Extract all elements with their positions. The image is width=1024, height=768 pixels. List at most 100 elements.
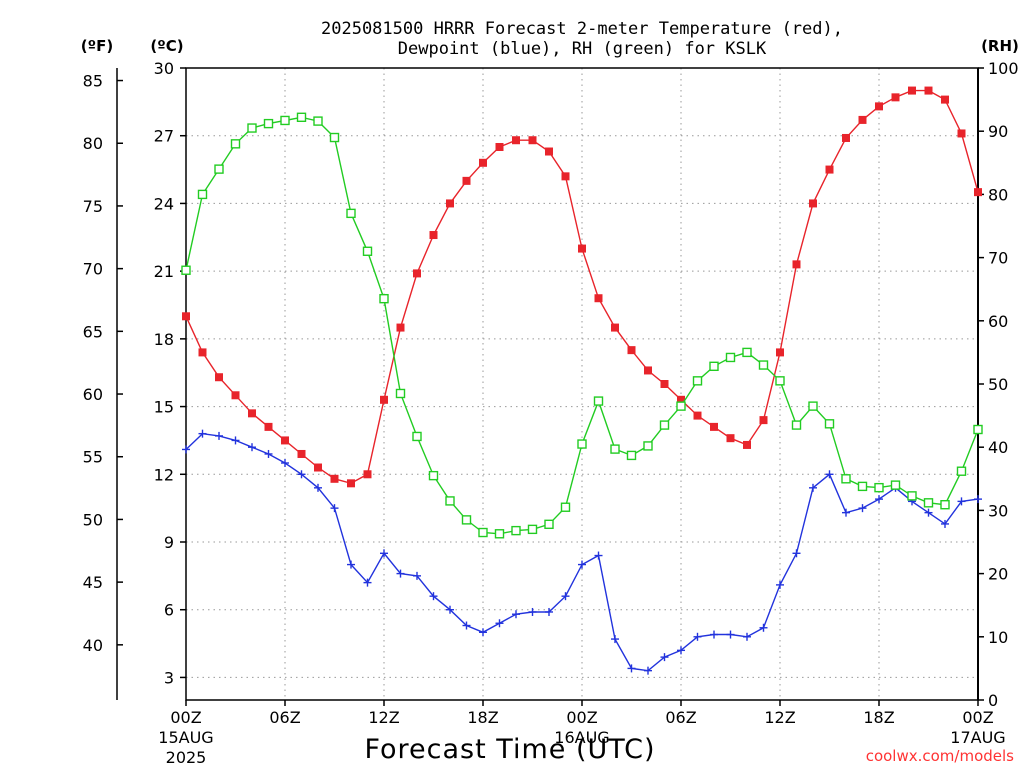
x-tick-label: 06Z xyxy=(269,708,300,727)
temperature-point xyxy=(231,391,240,400)
dewpoint-point xyxy=(743,632,751,641)
temperature-point xyxy=(792,260,801,269)
celsius-tick-label: 27 xyxy=(154,127,174,146)
fahrenheit-tick-label: 70 xyxy=(83,260,103,279)
temperature-point xyxy=(908,86,916,95)
dewpoint-point xyxy=(561,592,570,601)
rh-point xyxy=(758,360,769,370)
rh-point xyxy=(461,515,472,525)
dewpoint-point xyxy=(941,519,949,528)
rh-point xyxy=(940,500,950,510)
rh-point xyxy=(907,491,917,501)
x-tick-label: 12Z xyxy=(764,708,795,727)
celsius-tick-label: 9 xyxy=(164,533,174,552)
x-tick-year-label: 2025 xyxy=(166,748,207,767)
temperature-point xyxy=(495,143,504,151)
dewpoint-point xyxy=(248,443,256,452)
rh-point xyxy=(775,376,785,386)
rh-point xyxy=(824,419,835,429)
dewpoint-point xyxy=(182,445,190,454)
temperature-point xyxy=(182,312,190,321)
rh-point xyxy=(478,527,488,538)
temperature-point xyxy=(611,323,619,332)
dewpoint-point xyxy=(413,571,421,580)
temperature-point xyxy=(891,93,900,102)
rh-point xyxy=(313,116,323,126)
dewpoint-point xyxy=(528,607,537,616)
rh-point xyxy=(263,118,274,129)
temperature-point xyxy=(726,434,735,443)
dewpoint-point xyxy=(380,549,388,558)
dewpoint-point xyxy=(693,632,702,641)
temperature-point xyxy=(957,129,966,138)
rh-point xyxy=(181,265,191,275)
dewpoint-point xyxy=(215,431,223,440)
rh-point xyxy=(643,441,653,451)
dewpoint-point xyxy=(825,470,834,479)
temperature-point xyxy=(660,380,669,388)
temperature-point xyxy=(875,102,883,111)
rh-tick-label: 70 xyxy=(988,249,1008,268)
dewpoint-point xyxy=(924,508,933,517)
dewpoint-point xyxy=(314,483,322,492)
fahrenheit-tick-label: 65 xyxy=(83,322,103,341)
rh-tick-label: 0 xyxy=(988,691,998,710)
dewpoint-point xyxy=(644,666,652,675)
temperature-point xyxy=(281,436,289,445)
dewpoint-point xyxy=(842,508,850,517)
dewpoint-point xyxy=(231,436,240,445)
temperature-point xyxy=(809,199,817,208)
rh-point xyxy=(230,139,241,149)
rh-point xyxy=(874,482,884,493)
celsius-tick-label: 12 xyxy=(154,465,174,484)
temperature-point xyxy=(776,348,784,357)
rh-point xyxy=(560,502,571,512)
rh-point xyxy=(197,189,208,200)
temperature-point xyxy=(924,86,933,95)
x-tick-date-label: 17AUG xyxy=(950,728,1005,747)
rh-point xyxy=(841,474,851,484)
fahrenheit-tick-label: 85 xyxy=(83,72,103,91)
temperature-point xyxy=(825,165,834,174)
rh-point xyxy=(280,115,290,126)
temperature-point xyxy=(380,395,388,404)
axis-ticks: 3 6 9 12 15 18 21 24 27 30 40 45 50 55 60 65 70 75 80 85 0 10… xyxy=(83,59,1019,767)
dewpoint-point xyxy=(446,605,454,614)
rh-point xyxy=(692,376,703,386)
data-series xyxy=(181,86,983,675)
temperature-point xyxy=(545,147,553,156)
temperature-point xyxy=(429,231,438,240)
dewpoint-point xyxy=(479,628,487,637)
rh-unit-label: (RH) xyxy=(981,37,1019,55)
temperature-point xyxy=(578,244,586,253)
celsius-unit-label: (ºC) xyxy=(150,37,183,55)
rh-point xyxy=(329,132,340,143)
dewpoint-point xyxy=(660,653,669,662)
temperature-point xyxy=(314,463,322,472)
dewpoint-point xyxy=(264,449,273,458)
rh-point xyxy=(544,519,554,530)
celsius-tick-label: 6 xyxy=(164,601,174,620)
temperature-point xyxy=(644,366,652,375)
celsius-tick-label: 21 xyxy=(154,262,174,281)
rh-tick-label: 100 xyxy=(988,59,1019,78)
rh-point xyxy=(247,123,257,133)
rh-point xyxy=(626,450,637,461)
dewpoint-point xyxy=(726,630,735,639)
dewpoint-point xyxy=(297,470,306,479)
temperature-point xyxy=(974,188,982,197)
temperature-point xyxy=(297,449,306,458)
dewpoint-point xyxy=(347,560,355,569)
temperature-point xyxy=(693,411,702,420)
fahrenheit-unit-label: (ºF) xyxy=(81,37,113,55)
rh-point xyxy=(379,293,389,304)
dewpoint-point xyxy=(809,483,817,492)
rh-point xyxy=(742,347,752,358)
rh-point xyxy=(527,524,538,535)
dewpoint-point xyxy=(594,551,603,560)
dewpoint-point xyxy=(875,495,883,504)
celsius-tick-label: 18 xyxy=(154,330,174,349)
temperature-point xyxy=(264,422,273,431)
temperature-point xyxy=(743,440,751,449)
rh-point xyxy=(593,396,604,406)
